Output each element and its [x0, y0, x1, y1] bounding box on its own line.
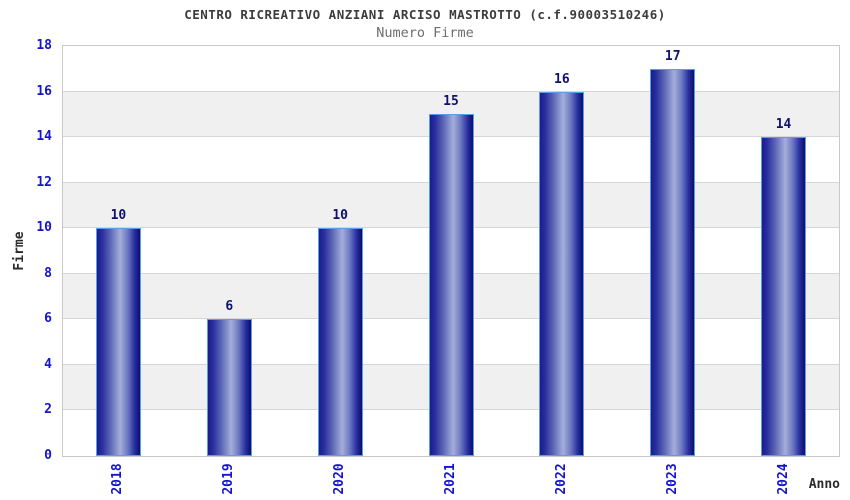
x-tick-label: 2021: [443, 463, 458, 495]
y-tick-label: 6: [44, 311, 52, 327]
x-tick-label: 2022: [553, 463, 569, 495]
x-tick-label: 2019: [221, 463, 237, 495]
bar: [761, 137, 807, 456]
bar-value-label: 6: [225, 299, 234, 315]
bar-value-label: 10: [332, 208, 348, 224]
bar-value-label: 10: [110, 208, 127, 224]
bar: [650, 68, 696, 456]
bar: [539, 91, 585, 456]
y-tick-label: 10: [36, 220, 52, 236]
y-tick-label: 12: [36, 174, 52, 190]
y-tick-label: 2: [44, 402, 52, 418]
bar-value-label: 15: [443, 94, 459, 110]
y-tick-label: 4: [44, 356, 52, 372]
y-tick-label: 8: [44, 265, 52, 281]
x-tick-label: 2024: [775, 463, 791, 495]
y-tick-label: 18: [36, 38, 52, 53]
bar: [428, 114, 474, 456]
y-tick-label: 16: [36, 83, 52, 99]
gridline: [63, 90, 839, 92]
x-tick-label: 2023: [664, 463, 680, 495]
y-tick-label: 0: [44, 448, 52, 463]
bar-value-label: 16: [554, 71, 570, 87]
bar-value-label: 17: [664, 48, 681, 64]
bar: [206, 319, 252, 456]
x-axis-title: Anno: [808, 477, 840, 492]
chart-subtitle: Numero Firme: [376, 25, 474, 41]
bar-value-label: 14: [775, 117, 792, 133]
grid-band: [63, 46, 839, 92]
y-tick-label: 14: [36, 129, 52, 145]
x-tick-label: 2020: [332, 463, 348, 495]
plot-area: 10 6 10 15 16 17 14: [62, 45, 840, 457]
x-tick-label: 2018: [110, 463, 126, 495]
bar: [317, 228, 363, 456]
chart-title: CENTRO RICREATIVO ANZIANI ARCISO MASTROT…: [184, 7, 666, 22]
bar: [95, 228, 141, 456]
